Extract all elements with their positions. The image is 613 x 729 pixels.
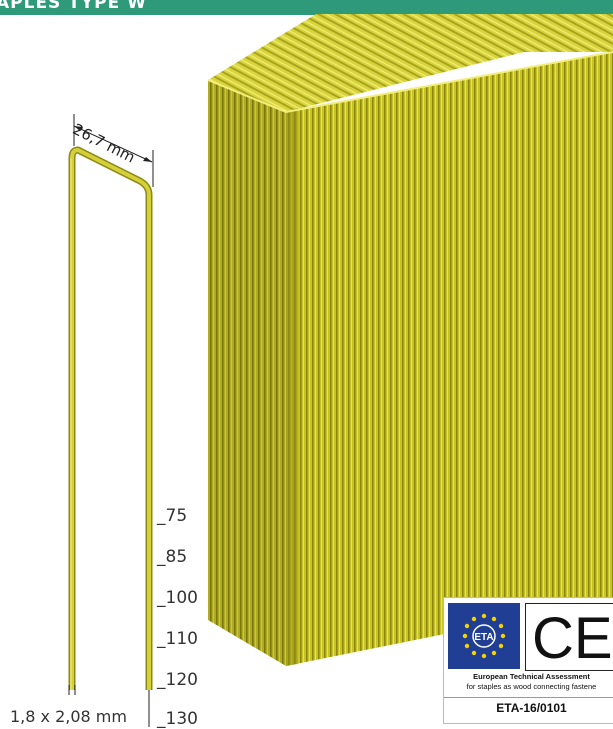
cert-code: ETA-16/0101 — [444, 697, 613, 715]
length-100: 100 — [157, 588, 198, 608]
length-130: 130 — [157, 709, 198, 729]
eta-logo-text: ETA — [474, 632, 493, 643]
crown-dimension-line — [73, 114, 154, 187]
length-110: 110 — [157, 629, 198, 649]
header-bar: APLES TYPE W — [0, 0, 613, 15]
length-85: 85 — [157, 547, 188, 567]
certification-badge: ETA CE European Technical Assessment for… — [443, 597, 613, 724]
header-title: APLES TYPE W — [0, 0, 147, 13]
staple-strip — [207, 14, 613, 666]
wire-size-label: 1,8 x 2,08 mm — [10, 707, 127, 726]
length-120: 120 — [157, 670, 198, 690]
ce-mark-box: CE — [525, 603, 613, 671]
single-staple — [68, 146, 153, 690]
ce-mark-icon: CE — [532, 606, 613, 670]
cert-subtitle: for staples as wood connecting fastene — [466, 682, 597, 691]
length-75: 75 — [157, 506, 188, 526]
eta-eu-flag-icon: ETA — [448, 603, 520, 669]
wire-dimension-ticks — [68, 685, 76, 695]
cert-title: European Technical Assessment — [473, 672, 590, 681]
